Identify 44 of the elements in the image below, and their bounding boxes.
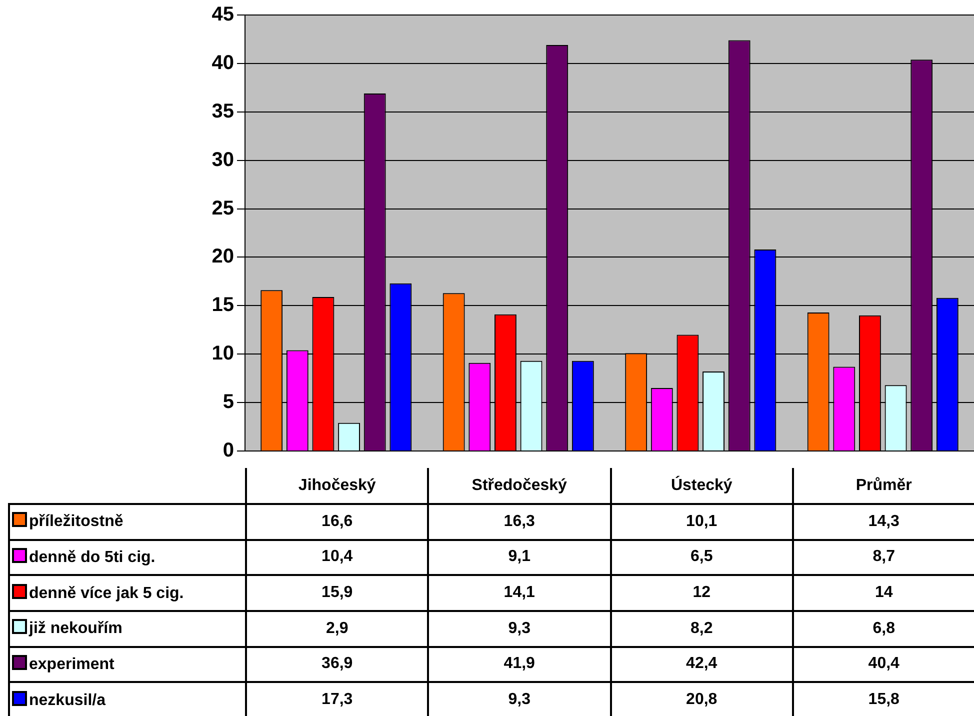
data-label: 20,8	[610, 682, 793, 716]
data-label: 40,4	[792, 646, 974, 682]
legend-label: experiment	[9, 646, 246, 682]
legend-label: denně více jak 5 cig.	[9, 575, 246, 611]
y-tick-label: 10	[212, 342, 234, 365]
legend-label: příležitostně	[9, 504, 246, 540]
data-label: 9,3	[428, 682, 610, 716]
data-label: 14,1	[428, 575, 610, 611]
data-label: 15,8	[792, 682, 974, 716]
data-label: 16,3	[428, 504, 610, 540]
legend-label: nezkusil/a	[9, 682, 246, 716]
legend-label: denně do 5ti cig.	[9, 540, 246, 576]
x-tick-label: Průměr	[792, 468, 974, 504]
data-label: 42,4	[610, 646, 793, 682]
data-label: 6,5	[610, 540, 793, 576]
x-tick-label: Jihočeský	[246, 468, 428, 504]
y-tick-label: 30	[212, 148, 234, 171]
x-tick-label: Ústecký	[610, 468, 793, 504]
y-tick-label: 35	[212, 100, 234, 122]
data-label: 9,3	[428, 610, 610, 647]
y-tick-label: 5	[222, 391, 234, 414]
data-label: 14,3	[792, 504, 974, 540]
data-label: 10,1	[610, 504, 793, 540]
data-label: 36,9	[246, 646, 428, 682]
y-tick-label: 25	[212, 197, 234, 220]
data-label: 2,9	[246, 610, 428, 647]
data-label: 8,7	[792, 540, 974, 576]
data-label: 10,4	[246, 540, 428, 576]
data-label: 6,8	[792, 610, 974, 647]
data-label: 12	[610, 575, 793, 611]
data-label: 16,6	[246, 504, 428, 540]
data-label: 9,1	[428, 540, 610, 576]
data-label: 15,9	[246, 575, 428, 611]
data-label: 14	[792, 575, 974, 611]
y-tick-label: 40	[212, 52, 234, 74]
data-label: 17,3	[246, 682, 428, 716]
y-tick-label: 0	[222, 440, 234, 462]
y-tick-label: 15	[212, 294, 234, 316]
y-tick-label: 45	[212, 4, 234, 26]
y-tick-label: 20	[212, 246, 234, 268]
legend-label: již nekouřím	[9, 610, 246, 647]
x-tick-label: Středočeský	[428, 468, 610, 504]
data-label: 8,2	[610, 610, 793, 647]
data-label: 41,9	[428, 646, 610, 682]
